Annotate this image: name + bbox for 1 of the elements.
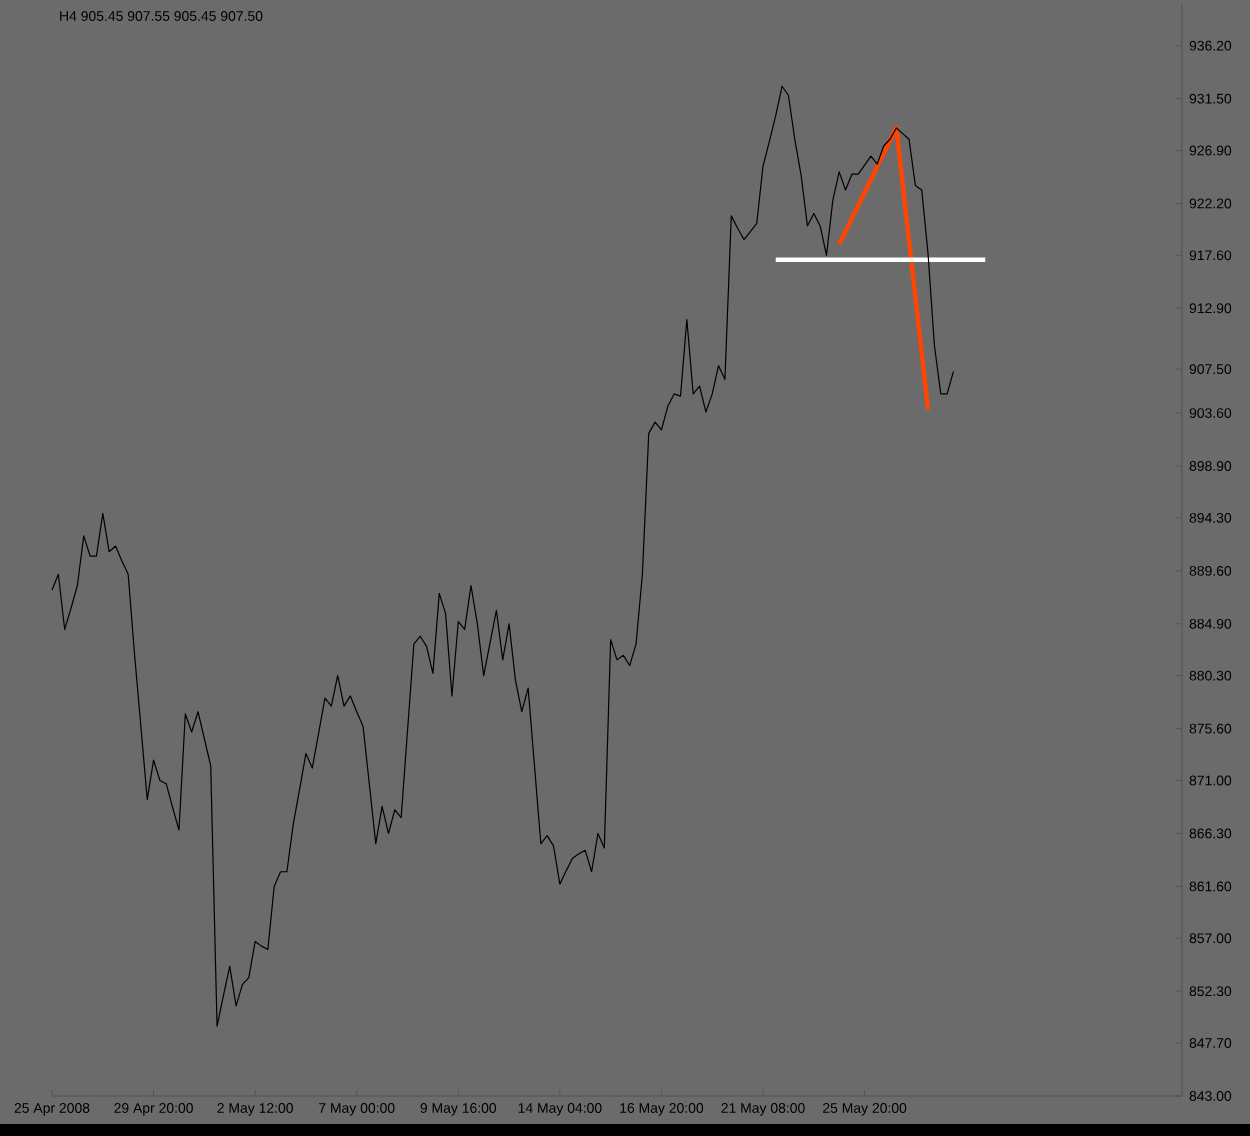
line-series	[837, 125, 931, 412]
